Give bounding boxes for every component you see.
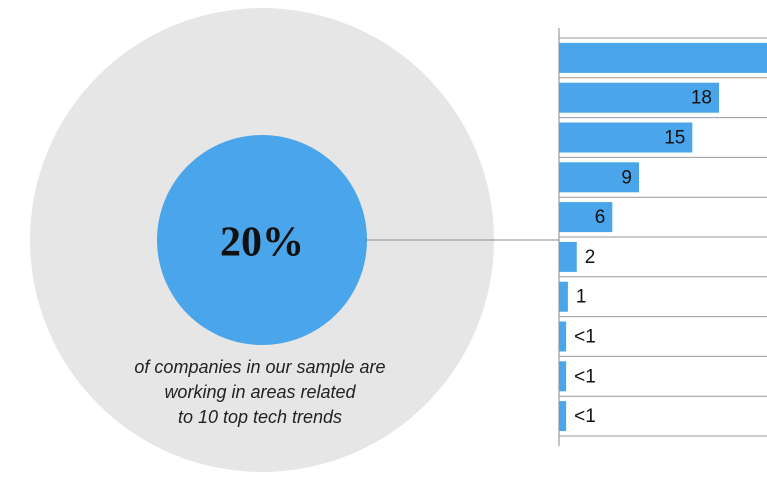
data-label: 1 — [576, 287, 587, 308]
inner-circle — [157, 135, 367, 345]
data-label: <1 — [574, 406, 596, 427]
caption: to 10 top tech trends — [178, 407, 342, 427]
data-label: 9 — [621, 167, 632, 188]
data-label: <1 — [574, 366, 596, 387]
bar — [559, 321, 567, 352]
caption: of companies in our sample are — [134, 357, 385, 377]
data-label: 15 — [664, 128, 685, 149]
bar — [559, 281, 568, 312]
data-label: 6 — [595, 207, 606, 228]
callout-value: 20% — [220, 220, 304, 266]
data-label: <1 — [574, 327, 596, 348]
bar — [559, 401, 567, 432]
bar — [559, 361, 567, 392]
data-label: 18 — [691, 88, 712, 109]
caption: working in areas related — [164, 382, 356, 402]
bar — [559, 42, 767, 73]
bar — [559, 82, 719, 113]
bar — [559, 241, 577, 272]
data-label: 2 — [585, 247, 596, 268]
bar — [559, 162, 639, 193]
bar — [559, 202, 613, 233]
bar — [559, 122, 693, 153]
